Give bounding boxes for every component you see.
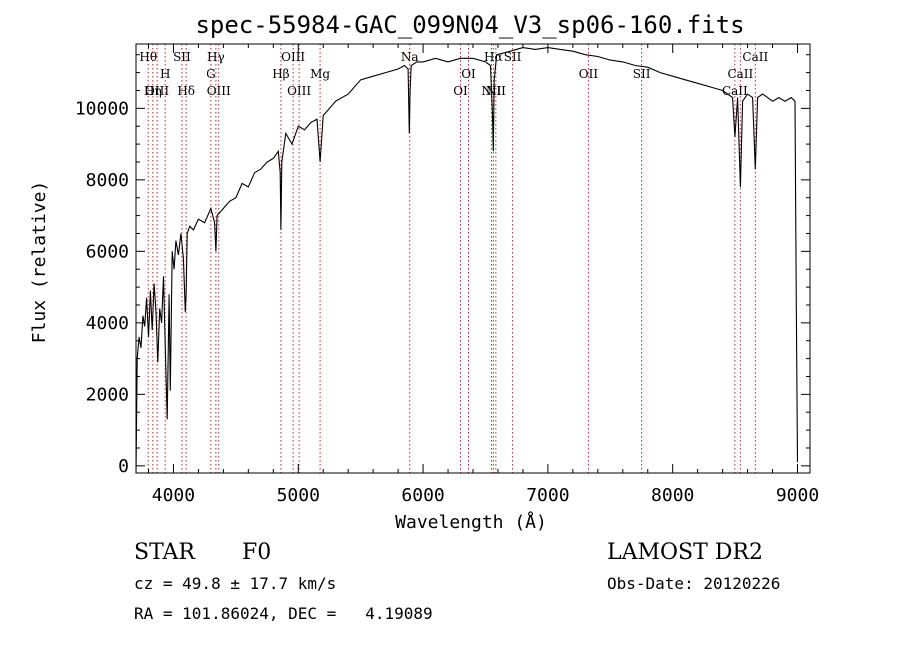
spectral-line-labels: HθHηOIIIHSIIHδGHγOIIIHβOIIIOIIIMgNaOIOIN…: [139, 50, 768, 98]
x-tick-label: 8000: [651, 485, 694, 506]
line-label: Hβ: [272, 67, 289, 81]
line-label: Hγ: [207, 50, 225, 64]
line-label: OIII: [207, 84, 231, 98]
x-tick-label: 6000: [401, 485, 444, 506]
survey-name: LAMOST DR2: [607, 540, 763, 565]
line-label: Hθ: [139, 50, 157, 64]
line-label: Hη: [144, 84, 162, 98]
y-tick-label: 0: [118, 456, 129, 477]
x-tick-label: 5000: [277, 485, 320, 506]
line-label: OIII: [287, 84, 311, 98]
line-label: OI: [461, 67, 476, 81]
chart-title: spec-55984-GAC_099N04_V3_sp06-160.fits: [195, 11, 744, 39]
y-axis: 0 2000 4000 6000 8000 10000: [75, 54, 810, 477]
y-tick-label: 10000: [75, 98, 129, 119]
line-label: CaII: [727, 67, 753, 81]
line-label: H: [160, 67, 170, 81]
x-axis-label: Wavelength (Å): [395, 511, 547, 533]
line-label: OI: [453, 84, 468, 98]
line-label: Hδ: [177, 84, 195, 98]
line-label: NII: [486, 84, 506, 98]
x-tick-label: 9000: [776, 485, 819, 506]
line-label: SII: [504, 50, 522, 64]
object-class: STAR: [134, 540, 195, 565]
line-label: G: [206, 67, 216, 81]
line-label: Na: [401, 50, 419, 64]
x-tick-label: 4000: [152, 485, 195, 506]
y-axis-label: Flux (relative): [29, 181, 50, 344]
sky-coordinates: RA = 101.86024, DEC = 4.19089: [134, 604, 433, 623]
line-label: OIII: [145, 84, 169, 98]
redshift-velocity: cz = 49.8 ± 17.7 km/s: [134, 574, 337, 593]
line-label: SII: [633, 67, 651, 81]
spectrum-series: [135, 47, 799, 474]
plot-frame: [135, 43, 811, 474]
y-tick-label: 8000: [86, 170, 129, 191]
observation-date: Obs-Date: 20120226: [607, 574, 781, 593]
line-label: OIII: [281, 50, 305, 64]
line-label: OII: [579, 67, 599, 81]
x-axis: 4000 5000 6000 7000 8000 9000: [147, 44, 819, 506]
line-label: CaII: [722, 84, 748, 98]
y-tick-label: 2000: [86, 384, 129, 405]
line-label: Mg: [310, 67, 330, 81]
line-label: CaII: [742, 50, 768, 64]
spectral-subclass: F0: [242, 540, 272, 565]
line-label: SII: [173, 50, 191, 64]
line-label: Hα: [484, 50, 503, 64]
x-tick-label: 7000: [526, 485, 569, 506]
spectral-line-markers: [147, 44, 756, 473]
y-tick-label: 4000: [86, 313, 129, 334]
y-tick-label: 6000: [86, 241, 129, 262]
